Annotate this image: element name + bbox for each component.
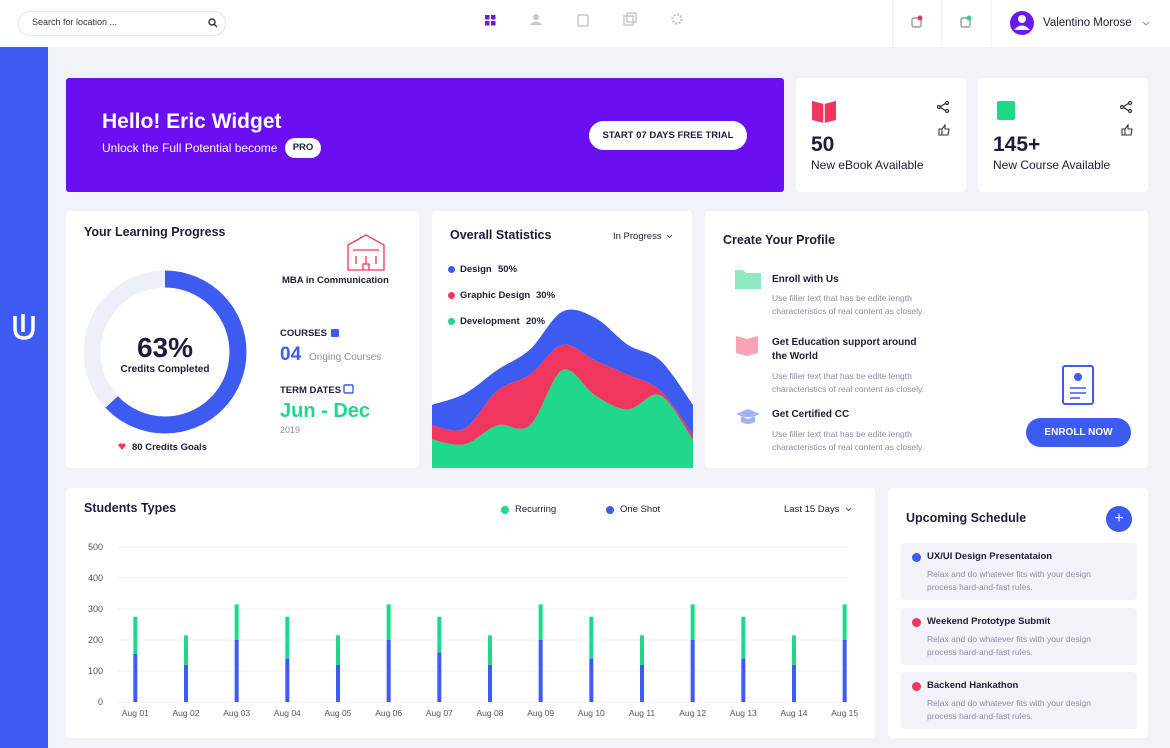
legend-value-wrap: 50% — [492, 264, 517, 275]
nav-user[interactable] — [530, 14, 542, 25]
program: MBA in Communication — [282, 275, 389, 286]
stat-label: New Course Available — [993, 158, 1111, 172]
schedule-item[interactable] — [901, 672, 1137, 729]
nav-doc[interactable] — [577, 14, 589, 27]
search-placeholder: Search for location ... — [32, 17, 118, 27]
card-title: Overall Statistics — [450, 228, 552, 242]
year: 2019 — [280, 425, 301, 435]
students-filter[interactable]: Last 15 Days — [784, 504, 840, 515]
notification-icon[interactable] — [911, 15, 923, 28]
profile-item-title: Enroll with Us — [772, 274, 839, 285]
cap-icon — [736, 409, 760, 424]
schedule-dot — [912, 682, 921, 691]
schedule-title: Weekend Prototype Submit — [927, 615, 1051, 627]
schedule-title: UX/UI Design Presentataion — [927, 551, 1053, 562]
pro-badge: PRO — [285, 138, 321, 158]
avatar[interactable] — [1010, 11, 1034, 35]
profile-item-title: Get Certified CC — [772, 409, 850, 420]
profile-item-description: Use filler text that has be edite length… — [772, 371, 924, 394]
legend-value: 20% — [526, 316, 546, 327]
legend-label: Design — [460, 264, 492, 275]
legend-dot — [606, 506, 614, 514]
legend-value-wrap: 30% — [530, 290, 555, 301]
like-icon[interactable] — [938, 123, 950, 136]
students-card — [66, 488, 875, 738]
stat-label: New eBook Available — [811, 158, 924, 172]
legend-value-wrap: 20% — [520, 316, 545, 327]
search-box[interactable] — [18, 11, 226, 36]
message-icon[interactable] — [960, 15, 972, 28]
goal: 80 Credits Goals — [132, 442, 207, 453]
legend-dot — [448, 318, 455, 325]
nav-copy[interactable] — [623, 12, 637, 26]
like-icon[interactable] — [1121, 123, 1133, 136]
share-icon[interactable] — [1119, 100, 1133, 114]
statistics-filter[interactable]: In Progress — [613, 231, 662, 242]
profile-icons — [735, 270, 1094, 424]
search-icon — [208, 18, 218, 28]
resume-icon — [1062, 365, 1094, 405]
card-title: Students Types — [84, 501, 177, 515]
stat-value: 50 — [811, 133, 835, 156]
stat-value: 145+ — [993, 133, 1041, 156]
card-title: Upcoming Schedule — [906, 511, 1027, 525]
legend-value: 50% — [498, 264, 518, 275]
schedule-dot — [912, 553, 921, 562]
banner-subtitle: Unlock the Full Potential become — [102, 141, 278, 155]
legend-label: Graphic Design — [460, 290, 531, 301]
profile-item-description: Use filler text that has be edite length… — [772, 293, 924, 316]
statistics-card — [432, 211, 692, 468]
legend-dot — [448, 292, 455, 299]
stat-card — [978, 78, 1148, 192]
resume-icon — [1074, 373, 1082, 381]
courses-label: COURSES — [280, 328, 327, 339]
legend-label: One Shot — [620, 504, 661, 515]
schedule-item[interactable] — [901, 543, 1137, 600]
schedule-description: Relax and do whatever fits with your des… — [927, 698, 1091, 721]
legend-label: Recurring — [515, 504, 557, 515]
nav-settings[interactable] — [671, 13, 683, 25]
stat-card — [796, 78, 966, 192]
book-icon — [736, 336, 758, 356]
term: Jun - Dec — [280, 400, 371, 422]
course-icon — [997, 101, 1015, 120]
sidebar — [0, 47, 48, 748]
schedule-title: Backend Hankathon — [927, 680, 1019, 691]
share-icon[interactable] — [936, 100, 950, 114]
top-bar — [0, 0, 1170, 47]
folder-icon — [735, 270, 761, 289]
legend-label: Development — [460, 316, 520, 327]
top-icons — [208, 0, 1150, 47]
schedule-description: Relax and do whatever fits with your des… — [927, 569, 1091, 592]
schedule-item[interactable] — [901, 607, 1137, 665]
trial-button[interactable]: START 07 DAYS FREE TRIAL — [589, 121, 747, 150]
profile-item-description: Use filler text that has be edite length… — [772, 429, 924, 452]
legend-dot — [501, 506, 509, 514]
card-title: Your Learning Progress — [84, 225, 226, 239]
user-name[interactable]: Valentino Morose — [1043, 17, 1132, 29]
schedule-dot — [912, 617, 921, 627]
schedule-description: Relax and do whatever fits with your des… — [927, 633, 1091, 657]
card-title: Create Your Profile — [723, 233, 836, 247]
courses-count: 04 — [280, 344, 302, 365]
logo — [13, 314, 35, 340]
banner-title: Hello! Eric Widget — [102, 110, 282, 133]
legend-dot — [448, 266, 455, 273]
progress-label: 63% — [136, 332, 194, 363]
resume-icon — [1070, 387, 1086, 399]
user-menu-chevron[interactable] — [1142, 21, 1150, 26]
enroll-button[interactable]: ENROLL NOW — [1026, 418, 1131, 447]
term-label: TERM DATES — [280, 385, 342, 396]
stat-icons — [812, 100, 1133, 136]
progress-caption: Credits Completed — [120, 364, 210, 375]
add-button[interactable]: + — [1106, 506, 1132, 532]
profile-item-title: Get Education support around the World — [772, 337, 917, 362]
courses-note: Onging Courses — [309, 352, 382, 363]
legend-value: 30% — [536, 290, 556, 301]
nav-dashboard[interactable] — [485, 15, 496, 26]
